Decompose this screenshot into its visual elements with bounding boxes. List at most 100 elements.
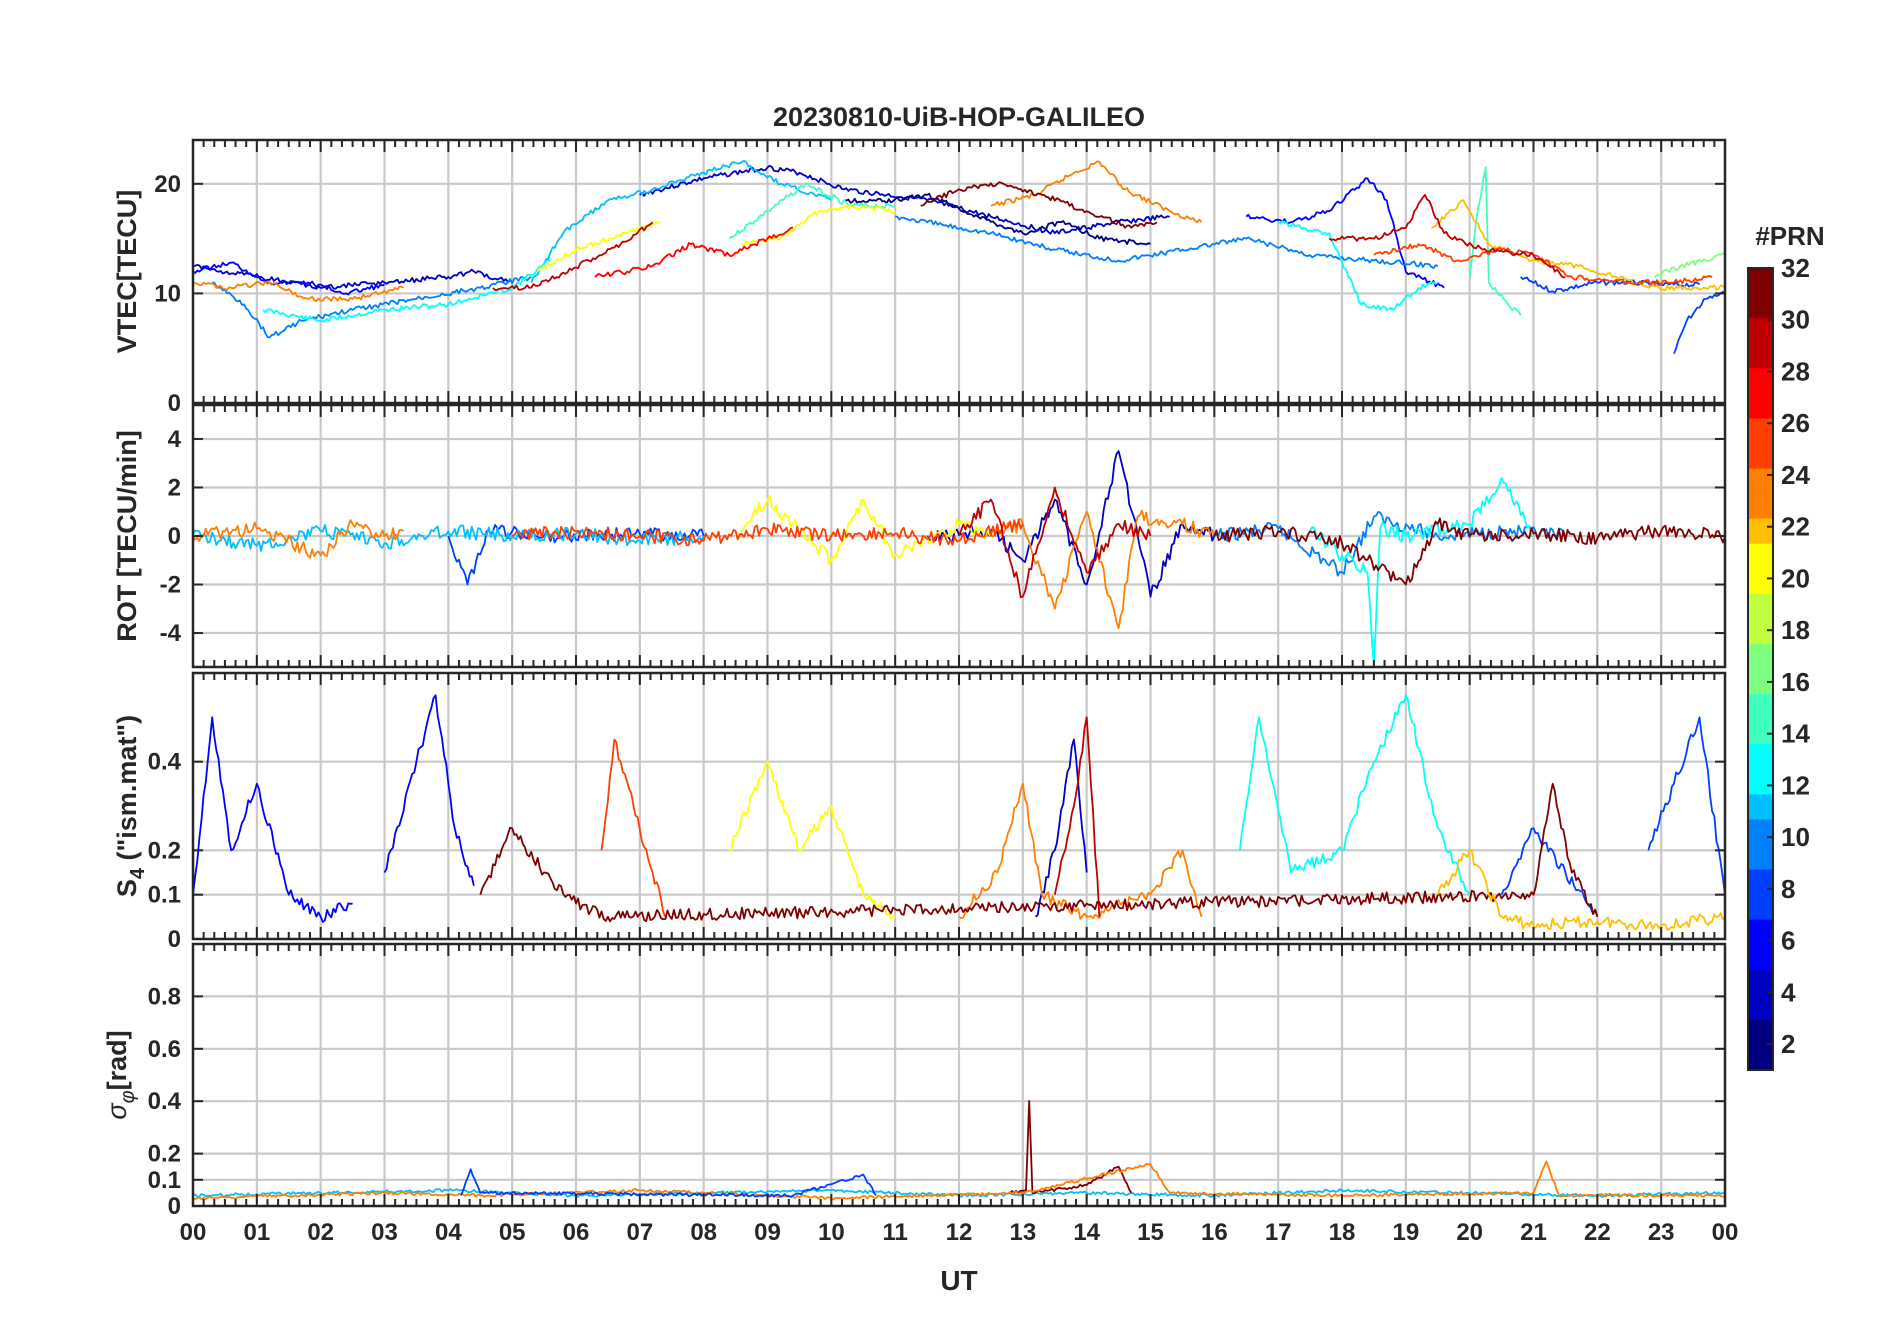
series-line-prn-9 (1213, 511, 1567, 577)
series-line-prn-31 (1213, 517, 1725, 586)
x-tick-label: 13 (1009, 1219, 1036, 1246)
series-line-prn-20 (728, 760, 896, 920)
series-line-prn-23 (193, 280, 405, 303)
series-line-prn-12 (1309, 476, 1534, 666)
series-line-prn-15 (728, 182, 896, 240)
y-tick-label: 0.8 (148, 983, 181, 1010)
series-line-prn-13 (1277, 220, 1439, 311)
series-line-prn-26 (511, 519, 1024, 547)
colorbar-tick-label: 30 (1781, 305, 1810, 335)
panel-sigma-phi: 00.10.2 0.4 0.6 0.8 σφ[rad] (102, 942, 1727, 1220)
x-tick-label: 20 (1456, 1219, 1483, 1246)
series-line-prn-6 (193, 261, 385, 296)
panel-s4: 0 0.1 0.2 0.4S4 ("ism.mat") (112, 671, 1727, 953)
series-line-prn-11 (530, 159, 832, 283)
colorbar-segment (1748, 694, 1773, 720)
colorbar-segment (1748, 518, 1773, 545)
colorbar-segment (1748, 719, 1773, 745)
colorbar-tick-label: 16 (1781, 667, 1810, 697)
colorbar-segment (1748, 593, 1773, 620)
minor-ticks (192, 405, 1726, 667)
colorbar-segment (1748, 293, 1773, 319)
minor-ticks (192, 944, 1726, 1206)
chart-title: 20230810-UiB-HOP-GALILEO (773, 102, 1145, 132)
gridlines (193, 944, 1725, 1206)
series-line-prn-12 (1239, 694, 1471, 896)
colorbar-segment (1748, 443, 1773, 470)
x-tick-label: 00 (1712, 1219, 1739, 1246)
y-tick-label: -4 (160, 620, 182, 647)
series-line-prn-5 (383, 694, 475, 887)
x-tick-label: 16 (1201, 1219, 1228, 1246)
y-tick-label: 0.6 (148, 1036, 181, 1063)
colorbar-segment (1748, 1044, 1773, 1071)
colorbar-title: #PRN (1755, 221, 1824, 251)
series-line-prn-31 (920, 181, 1158, 229)
colorbar-segment (1748, 618, 1773, 645)
colorbar-tick-label: 20 (1781, 563, 1810, 593)
x-tick-label: 12 (946, 1219, 973, 1246)
x-axis: 00 01 02 03 04 05 06 07 08 09 10 11 12 13 14 15 16 17 18 19… (180, 1219, 1739, 1246)
colorbar-segment (1748, 1019, 1773, 1046)
y-tick-label: 0 (168, 1193, 181, 1220)
x-tick-label: 04 (435, 1219, 462, 1246)
y-axis-label-rot: ROT [TECU/min] (112, 430, 142, 641)
y-tick-label: 2 (168, 474, 181, 501)
series-line-prn-2 (843, 192, 1151, 246)
x-tick-label: 17 (1265, 1219, 1292, 1246)
series-line-prn-8 (1647, 716, 1725, 895)
series-line-prn-9 (895, 215, 1439, 269)
colorbar-segment (1748, 844, 1773, 871)
minor-ticks (192, 673, 1726, 939)
series-line-prn-7 (1500, 827, 1599, 918)
x-tick-label: 15 (1137, 1219, 1164, 1246)
x-tick-label: 09 (754, 1219, 781, 1246)
series-group (193, 159, 1725, 355)
series-line-prn-27 (594, 226, 794, 278)
y-tick-label: 0 (168, 523, 181, 550)
colorbar-frame (1747, 267, 1774, 1071)
series-line-prn-12 (262, 259, 551, 323)
colorbar-tick-label: 2 (1781, 1029, 1795, 1059)
y-tick-label: 0.1 (148, 1167, 181, 1194)
y-tick-label: 10 (154, 280, 181, 307)
x-tick-label: 23 (1648, 1219, 1675, 1246)
y-axis-label-sigma: σφ[rad] (102, 1030, 139, 1119)
colorbar-segment (1748, 944, 1773, 971)
series-line-prn-7 (460, 1168, 877, 1198)
x-axis-label: UT (940, 1265, 977, 1296)
x-tick-label: 02 (307, 1219, 334, 1246)
series-line-prn-6 (193, 716, 353, 923)
colorbar-segment (1748, 343, 1773, 369)
colorbar-segment (1748, 543, 1773, 570)
y-tick-label: 20 (154, 171, 181, 198)
series-line-prn-10 (212, 276, 532, 339)
colorbar-segment (1748, 994, 1773, 1021)
series-line-prn-30 (1053, 716, 1101, 917)
colorbar-segment (1748, 568, 1773, 595)
x-tick-label: 10 (818, 1219, 845, 1246)
colorbar-segment (1748, 643, 1773, 670)
series-line-prn-22 (1436, 849, 1725, 931)
colorbar-tick-label: 4 (1781, 977, 1796, 1007)
y-tick-label: 0.4 (148, 1088, 182, 1115)
colorbar-tick-label: 6 (1781, 926, 1795, 956)
series-line-prn-31 (479, 782, 1599, 923)
x-tick-label: 08 (690, 1219, 717, 1246)
y-axis-label-s4: S4 ("ism.mat") (112, 715, 149, 897)
colorbar-segment (1748, 794, 1773, 820)
x-tick-label: 11 (882, 1219, 907, 1246)
colorbar-segment (1748, 744, 1773, 770)
series-line-prn-26 (600, 738, 667, 918)
colorbar-tick-label: 10 (1781, 822, 1810, 852)
series-line-prn-11 (193, 524, 705, 552)
panel-vtec: 0 10 20 VTEC[TECU] (112, 138, 1727, 417)
y-axis-label-vtec: VTEC[TECU] (112, 190, 142, 354)
colorbar-tick-label: 14 (1781, 719, 1810, 749)
series-line-prn-30 (1328, 193, 1566, 279)
x-tick-label: 19 (1392, 1219, 1419, 1246)
series-line-prn-7 (1520, 276, 1701, 294)
series-line-prn-20 (734, 495, 992, 565)
